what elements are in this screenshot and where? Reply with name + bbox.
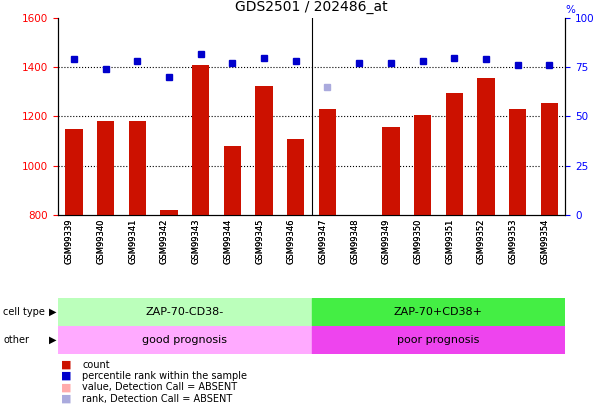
Text: GSM99353: GSM99353 <box>508 219 518 264</box>
Text: GSM99347: GSM99347 <box>318 219 327 264</box>
Text: cell type: cell type <box>3 307 45 317</box>
Text: good prognosis: good prognosis <box>142 335 227 345</box>
Text: GSM99346: GSM99346 <box>287 219 296 264</box>
Text: GSM99347: GSM99347 <box>318 219 327 264</box>
Text: GSM99348: GSM99348 <box>350 219 359 264</box>
Text: GSM99340: GSM99340 <box>97 219 106 264</box>
Text: GSM99348: GSM99348 <box>350 219 359 264</box>
Text: GSM99344: GSM99344 <box>224 219 232 264</box>
Text: GSM99345: GSM99345 <box>255 219 264 264</box>
Bar <box>509 109 526 215</box>
Bar <box>58 298 312 326</box>
Bar <box>351 215 368 256</box>
Text: ■: ■ <box>61 382 71 392</box>
Text: GSM99350: GSM99350 <box>414 219 423 264</box>
Text: %: % <box>565 5 575 15</box>
Text: ZAP-70-CD38-: ZAP-70-CD38- <box>145 307 224 317</box>
Text: GSM99345: GSM99345 <box>255 219 264 264</box>
Bar <box>382 128 400 215</box>
Bar <box>477 79 495 215</box>
Text: other: other <box>3 335 29 345</box>
Text: GSM99346: GSM99346 <box>287 219 296 264</box>
Bar <box>128 122 146 215</box>
Text: GSM99352: GSM99352 <box>477 219 486 264</box>
Bar <box>319 109 336 215</box>
Title: GDS2501 / 202486_at: GDS2501 / 202486_at <box>235 0 388 15</box>
Bar <box>414 115 431 215</box>
Text: GSM99354: GSM99354 <box>540 219 549 264</box>
Text: ■: ■ <box>61 394 71 403</box>
Bar <box>97 122 114 215</box>
Text: GSM99354: GSM99354 <box>540 219 549 264</box>
Text: GSM99351: GSM99351 <box>445 219 454 264</box>
Text: GSM99353: GSM99353 <box>508 219 518 264</box>
Text: GSM99342: GSM99342 <box>160 219 169 264</box>
Bar <box>65 129 82 215</box>
Bar <box>58 326 312 354</box>
Bar <box>312 298 565 326</box>
Text: GSM99341: GSM99341 <box>128 219 137 264</box>
Text: ▶: ▶ <box>49 307 56 317</box>
Text: ▶: ▶ <box>49 335 56 345</box>
Text: GSM99343: GSM99343 <box>192 219 200 264</box>
Text: count: count <box>82 360 110 369</box>
Text: GSM99341: GSM99341 <box>128 219 137 264</box>
Text: GSM99339: GSM99339 <box>65 219 74 264</box>
Text: GSM99344: GSM99344 <box>224 219 232 264</box>
Text: GSM99350: GSM99350 <box>414 219 423 264</box>
Text: ZAP-70+CD38+: ZAP-70+CD38+ <box>394 307 483 317</box>
Text: GSM99340: GSM99340 <box>97 219 106 264</box>
Bar <box>445 93 463 215</box>
Text: poor prognosis: poor prognosis <box>397 335 480 345</box>
Text: GSM99352: GSM99352 <box>477 219 486 264</box>
Text: value, Detection Call = ABSENT: value, Detection Call = ABSENT <box>82 382 238 392</box>
Text: GSM99339: GSM99339 <box>65 219 74 264</box>
Bar <box>192 65 210 215</box>
Bar <box>541 103 558 215</box>
Text: percentile rank within the sample: percentile rank within the sample <box>82 371 247 381</box>
Bar <box>255 86 273 215</box>
Text: GSM99343: GSM99343 <box>192 219 200 264</box>
Text: rank, Detection Call = ABSENT: rank, Detection Call = ABSENT <box>82 394 233 403</box>
Text: ■: ■ <box>61 360 71 369</box>
Text: GSM99349: GSM99349 <box>382 219 391 264</box>
Bar <box>160 210 178 215</box>
Bar <box>312 326 565 354</box>
Text: GSM99342: GSM99342 <box>160 219 169 264</box>
Text: ■: ■ <box>61 371 71 381</box>
Bar <box>287 139 304 215</box>
Text: GSM99349: GSM99349 <box>382 219 391 264</box>
Text: GSM99351: GSM99351 <box>445 219 454 264</box>
Bar <box>224 146 241 215</box>
